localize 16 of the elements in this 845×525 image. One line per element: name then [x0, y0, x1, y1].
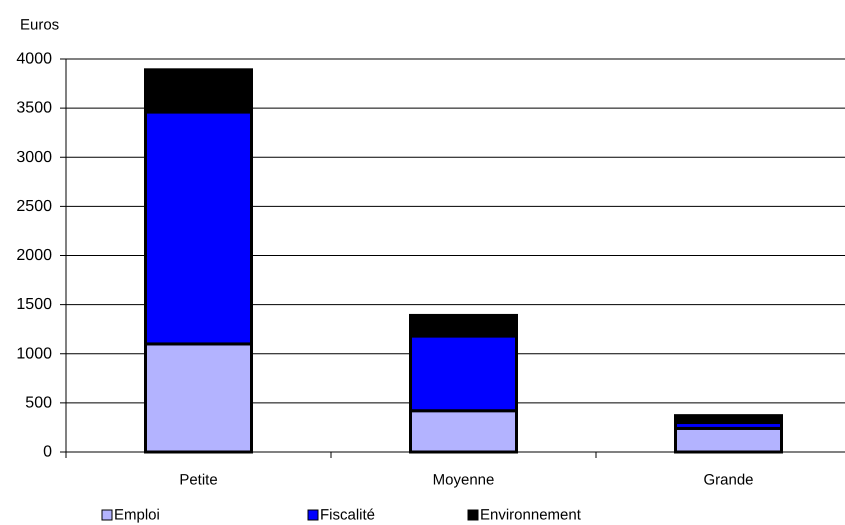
x-tick-label: Moyenne — [432, 472, 494, 488]
legend-label: Environnement — [480, 506, 582, 524]
y-tick-label: 0 — [43, 444, 52, 460]
y-tick-label: 2500 — [16, 198, 52, 215]
y-tick-label: 3000 — [16, 148, 52, 166]
y-tick-label: 500 — [25, 394, 52, 412]
x-tick-label: Petite — [179, 472, 218, 488]
y-axis-title: Euros — [20, 16, 60, 34]
y-tick-label: 4000 — [16, 50, 52, 68]
y-tick-label: 1000 — [16, 345, 52, 362]
y-tick-label: 3500 — [16, 100, 52, 117]
y-tick-label: 1500 — [16, 296, 52, 314]
legend-label: Emploi — [114, 506, 160, 524]
y-tick-label: 2000 — [16, 247, 52, 264]
x-tick-label: Grande — [703, 472, 754, 488]
legend-label: Fiscalité — [320, 506, 376, 524]
